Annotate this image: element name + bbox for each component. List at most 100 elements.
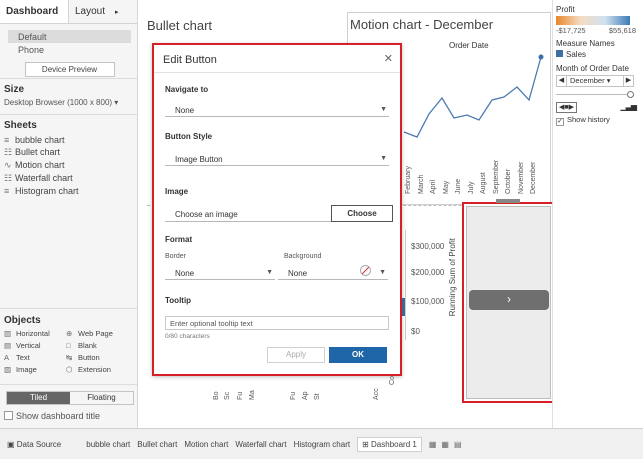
sheet-label: Motion chart [15,160,65,170]
dialog-header: Edit Button ✕ [154,45,400,73]
tab-layout-label: Layout [75,6,106,17]
sheet-tab-bar: ▣ Data Source bubble chart Bullet chart … [0,428,643,459]
sheet-item-bubble-chart[interactable]: ≡ bubble chart [4,134,137,146]
month-tick: May [442,180,450,194]
size-dropdown[interactable]: Desktop Browser (1000 x 800) ▾ [4,98,119,107]
object-web-page[interactable]: ⊕ Web Page [66,329,128,338]
objects-section: Objects ▥ Horizontal ⊕ Web Page ▤ Vertical … [0,308,137,374]
show-history-toggle[interactable]: ✓ Show history [556,115,643,126]
button-style-label: Button Style [165,132,213,141]
object-text[interactable]: A Text [4,353,66,362]
month-tick: October [505,169,512,194]
border-select[interactable]: None ▼ [165,265,275,280]
left-panel: Dashboard Layout ▸ Default Phone Device P… [0,0,138,428]
tab-histogram-chart[interactable]: Histogram chart [293,439,351,449]
ok-button[interactable]: OK [329,347,387,363]
device-preview-button[interactable]: Device Preview [24,62,115,77]
new-story-icon[interactable]: ▤ [453,439,462,449]
data-source-tab[interactable]: ▣ Data Source [7,439,62,449]
next-arrow-button[interactable]: › [469,290,549,310]
object-vertical[interactable]: ▤ Vertical [4,341,66,350]
data-source-label: Data Source [16,439,62,449]
month-tick: November [517,161,525,194]
prev-arrow-icon[interactable]: ◀ [556,75,566,87]
next-arrow-icon[interactable]: ▶ [624,75,634,87]
choose-image-button[interactable]: Choose [331,205,393,222]
image-path-field[interactable]: Choose an image [165,208,331,222]
object-horizontal[interactable]: ▥ Horizontal [4,329,66,338]
dialog-title: Edit Button [163,54,217,66]
chevron-right-icon: › [507,292,511,306]
tab-layout[interactable]: Layout ▸ [69,0,137,23]
image-label: Image [165,187,189,196]
show-title-label: Show dashboard title [16,411,101,421]
device-phone[interactable]: Phone [18,45,45,55]
sheet-item-waterfall-chart[interactable]: ☷ Waterfall chart [4,172,137,185]
month-slider[interactable] [556,90,634,100]
objects-grid: ▥ Horizontal ⊕ Web Page ▤ Vertical □ Blank A… [4,329,137,374]
navigation-button-object[interactable]: › [462,199,555,403]
sheet-item-bullet-chart[interactable]: ☷ Bullet chart [4,146,137,159]
apply-button[interactable]: Apply [267,347,325,363]
tab-dashboard-1[interactable]: ⊞ Dashboard 1 [357,436,422,452]
tooltip-input[interactable]: Enter optional tooltip text [165,316,389,330]
month-tick: April [430,179,437,194]
motion-line [403,56,542,138]
button-style-select[interactable]: Image Button ▼ [165,151,389,166]
sheet-label: Histogram chart [15,186,79,196]
object-blank[interactable]: □ Blank [66,341,128,350]
sheet-label: bubble chart [15,135,65,145]
text-icon: A [4,353,10,362]
new-dashboard-icon[interactable]: ▦ [441,439,449,449]
tab-motion-chart[interactable]: Motion chart [184,439,229,449]
floating-button[interactable]: Floating [87,393,116,402]
slider-thumb[interactable] [627,91,634,98]
legend-panel: Profit -$17,725 $55,618 Measure Names Sa… [552,0,643,428]
waterfall-bar [401,298,405,316]
sheet-item-motion-chart[interactable]: ∿ Motion chart [4,159,137,172]
month-dropdown[interactable]: December ▾ [566,75,624,87]
tab-bullet-chart[interactable]: Bullet chart [137,439,178,449]
chevron-right-icon[interactable]: ▸ [115,9,119,16]
border-label: Border [165,253,187,260]
checkbox-icon[interactable] [4,411,13,420]
new-worksheet-icon[interactable]: ▦ [428,439,437,449]
background-select[interactable]: None ▼ [278,265,388,280]
object-image[interactable]: ▨ Image [4,365,66,374]
move-handle[interactable] [496,199,520,203]
motion-point-end [538,54,544,60]
globe-icon: ⊕ [66,329,73,338]
device-default[interactable]: Default [8,30,131,43]
navigate-to-select[interactable]: None ▼ [165,102,389,117]
close-icon[interactable]: ✕ [383,53,393,65]
sheet-icon: ☷ [4,147,13,157]
object-label: Extension [78,365,111,374]
tab-bubble-chart[interactable]: bubble chart [86,439,131,449]
object-extension[interactable]: ⬡ Extension [66,365,128,374]
speed-bars-icon[interactable]: ▁▃▅ [620,102,638,111]
playback-buttons[interactable]: ◀■▶ [556,102,577,113]
rs-tick: $100,000 [411,297,445,306]
month-tick: September [492,159,500,194]
device-list: Default Phone Device Preview [0,24,137,77]
checkbox-checked-icon[interactable]: ✓ [556,118,564,126]
month-tick: July [467,181,475,194]
object-button[interactable]: ↹ Button [66,353,128,362]
month-filter-heading: Month of Order Date [556,64,629,73]
tab-waterfall-chart[interactable]: Waterfall chart [235,439,287,449]
month-tick: February [405,165,412,194]
objects-heading: Objects [4,315,41,326]
show-dashboard-title[interactable]: Show dashboard title [4,411,137,421]
blank-icon: □ [66,341,71,350]
object-label: Horizontal [16,329,50,338]
running-sum-axis-label: Running Sum of Profit [448,238,457,317]
no-color-icon[interactable] [360,265,371,276]
measure-item-sales[interactable]: Sales [556,50,643,59]
panel-tabs: Dashboard Layout ▸ [0,0,137,24]
tiled-button[interactable]: Tiled [7,392,70,404]
sheets-heading: Sheets [4,120,37,131]
caret-down-icon: ▼ [380,155,387,162]
tab-dashboard[interactable]: Dashboard [0,0,69,23]
sheet-item-histogram-chart[interactable]: ≡ Histogram chart [4,185,137,197]
measure-item-label: Sales [566,50,587,59]
